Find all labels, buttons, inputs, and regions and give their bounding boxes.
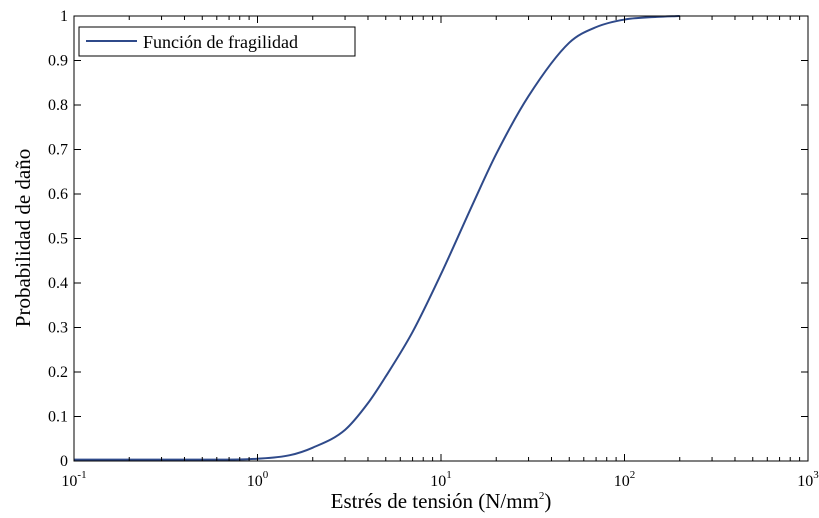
x-tick-exponent: 3 — [813, 469, 819, 481]
y-tick-label: 0.1 — [48, 409, 68, 426]
y-tick-label: 0.6 — [48, 186, 68, 203]
y-tick-labels: 0 0.1 0.2 0.3 0.4 0.5 0.6 0.7 0.8 0.9 1 — [48, 8, 68, 470]
x-tick-label: 101 — [430, 469, 452, 490]
x-axis-title: Estrés de tensión (N/mm2) — [331, 489, 552, 513]
y-tick-label: 0.5 — [48, 231, 68, 248]
x-tick-exponent: -1 — [77, 469, 86, 481]
legend-label: Función de fragilidad — [143, 32, 298, 52]
x-tick-base: 10 — [614, 473, 630, 490]
y-tick-label: 0 — [60, 453, 68, 470]
y-tick-label: 0.3 — [48, 320, 68, 337]
x-tick-label: 10-1 — [61, 469, 86, 490]
legend: Función de fragilidad — [78, 26, 356, 57]
x-tick-exponent: 2 — [630, 469, 636, 481]
x-tick-exponent: 0 — [263, 469, 269, 481]
x-tick-base: 10 — [61, 473, 77, 490]
y-axis-title: Probabilidad de daño — [11, 149, 35, 327]
x-tick-exponent: 1 — [446, 469, 452, 481]
x-tick-base: 10 — [247, 473, 263, 490]
x-tick-label: 100 — [247, 469, 269, 490]
x-tick-label: 103 — [797, 469, 819, 490]
x-tick-base: 10 — [430, 473, 446, 490]
x-tick-base: 10 — [797, 473, 813, 490]
y-tick-label: 1 — [60, 8, 68, 25]
y-tick-label: 0.7 — [48, 142, 68, 159]
x-tick-label: 102 — [614, 469, 636, 490]
y-tick-label: 0.8 — [48, 97, 68, 114]
y-tick-label: 0.2 — [48, 364, 68, 381]
x-tick-labels: 10-1 100 101 102 103 — [61, 469, 819, 490]
axes-layer — [73, 15, 809, 462]
y-tick-label: 0.9 — [48, 53, 68, 70]
y-tick-label: 0.4 — [48, 275, 68, 292]
plot-area — [74, 16, 808, 461]
